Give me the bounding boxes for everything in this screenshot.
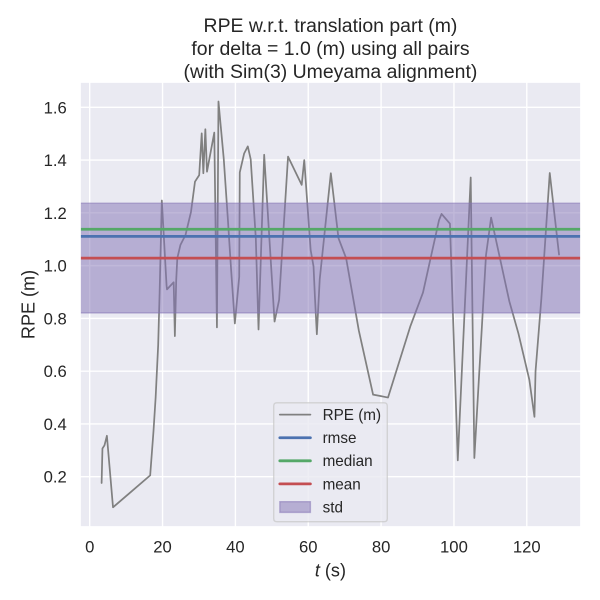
svg-text:(with Sim(3) Umeyama alignment: (with Sim(3) Umeyama alignment)	[184, 61, 478, 83]
svg-text:1.4: 1.4	[44, 151, 67, 170]
svg-text:0: 0	[85, 537, 94, 556]
svg-text:1.0: 1.0	[44, 257, 67, 276]
svg-text:80: 80	[372, 537, 391, 556]
svg-text:0.2: 0.2	[44, 468, 67, 487]
svg-text:RPE (m): RPE (m)	[18, 270, 38, 339]
svg-text:rmse: rmse	[323, 430, 357, 447]
svg-text:20: 20	[153, 537, 172, 556]
svg-text:median: median	[323, 453, 373, 470]
svg-text:120: 120	[513, 537, 541, 556]
svg-text:0.8: 0.8	[44, 309, 67, 328]
svg-text:RPE (m): RPE (m)	[323, 407, 382, 424]
svg-text:40: 40	[226, 537, 245, 556]
svg-text:0.4: 0.4	[44, 415, 67, 434]
svg-text:1.6: 1.6	[44, 98, 67, 117]
svg-text:mean: mean	[323, 476, 361, 493]
svg-text:t ( s: t ( s )	[315, 556, 389, 582]
svg-text:std: std	[323, 499, 343, 516]
svg-text:1.2: 1.2	[44, 204, 67, 223]
svg-text:for delta = 1.0 (m) using all: for delta = 1.0 (m) using all pairs	[191, 38, 469, 60]
svg-text:RPE w.r.t. translation part (m: RPE w.r.t. translation part (m)	[204, 15, 458, 37]
svg-text:60: 60	[299, 537, 318, 556]
svg-text:0.6: 0.6	[44, 362, 67, 381]
svg-text:100: 100	[440, 537, 468, 556]
